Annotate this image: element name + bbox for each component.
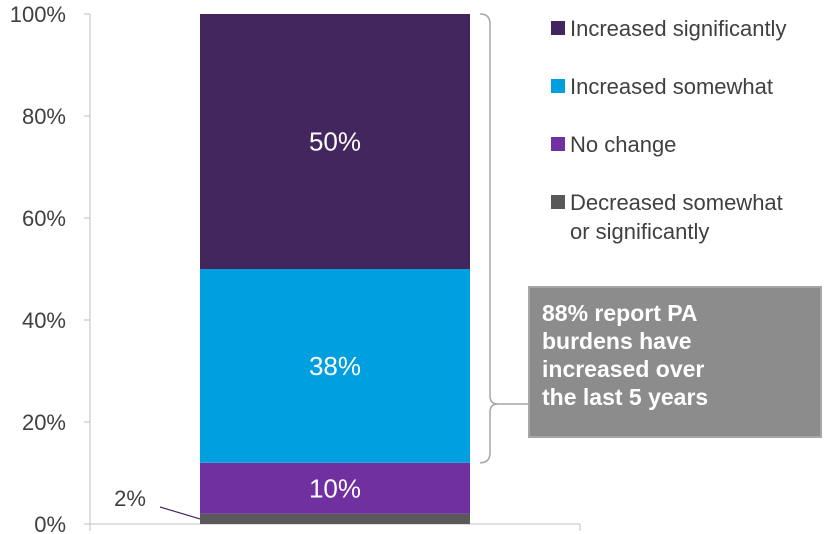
- legend-label: Increased significantly: [570, 16, 787, 41]
- legend-swatch: [551, 195, 565, 209]
- data-label: 38%: [309, 351, 361, 381]
- data-labels: 2% 10% 38% 50%: [114, 127, 361, 520]
- bar-segments: [200, 14, 470, 524]
- bracket-path: [479, 13, 499, 464]
- legend-item: No change: [551, 130, 831, 159]
- bar-segment: [200, 14, 470, 269]
- legend-swatch: [551, 79, 565, 93]
- leader-line: [159, 506, 201, 520]
- legend-item: Increased significantly: [551, 14, 831, 43]
- y-tick-label: 80%: [22, 104, 66, 129]
- y-tick-label: 20%: [22, 410, 66, 435]
- data-label: 50%: [309, 127, 361, 157]
- y-tick-label: 40%: [22, 308, 66, 333]
- bar-segment: [200, 462, 470, 514]
- data-label: 2%: [114, 486, 146, 511]
- legend-swatch: [551, 137, 565, 151]
- legend-label: Increased somewhat: [570, 74, 773, 99]
- bracket: [479, 13, 528, 464]
- y-tick-labels: 0% 20% 40% 60% 80% 100%: [10, 2, 90, 534]
- y-tick-label: 60%: [22, 206, 66, 231]
- annotation-callout: 88% report PA burdens have increased ove…: [528, 286, 822, 438]
- legend-swatch: [551, 21, 565, 35]
- y-tick-label: 100%: [10, 2, 66, 27]
- bar-segment: [200, 513, 470, 524]
- legend-item: Decreased somewhat or significantly: [551, 188, 831, 246]
- legend-label: No change: [570, 132, 677, 157]
- legend-item: Increased somewhat: [551, 72, 831, 101]
- legend: Increased significantly Increased somewha…: [551, 14, 831, 246]
- y-tick-label: 0%: [34, 512, 66, 534]
- legend-label: Decreased somewhat or significantly: [570, 190, 783, 244]
- bar-segment: [200, 269, 470, 463]
- data-label: 10%: [309, 473, 361, 503]
